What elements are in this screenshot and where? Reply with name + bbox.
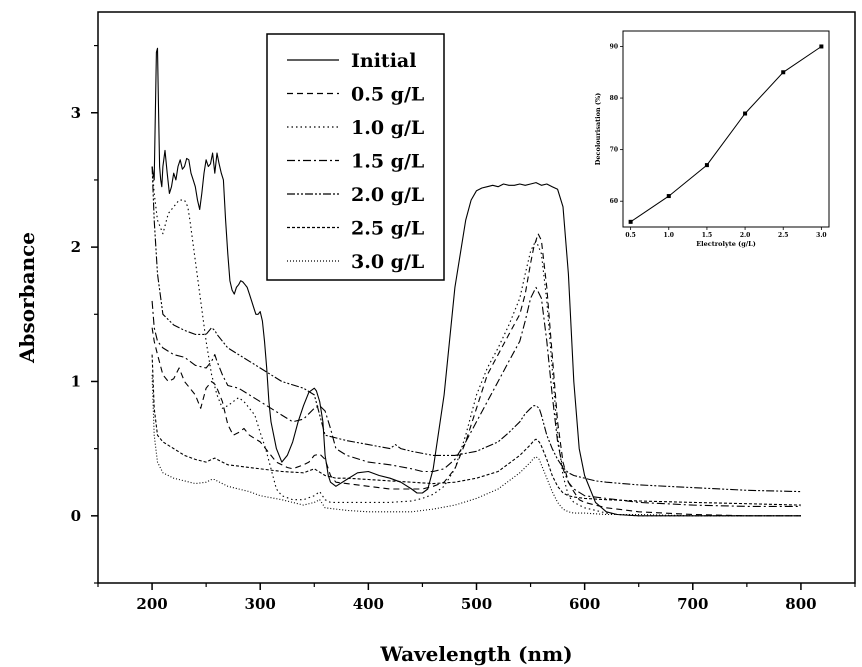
y-tick-label-3: 3 — [71, 104, 81, 122]
y-tick-label-0: 0 — [71, 507, 81, 525]
x-tick-label-500: 500 — [461, 595, 492, 613]
inset-point — [743, 111, 748, 116]
y-tick-label-2: 2 — [71, 238, 81, 256]
inset-x-tick-label: 3.0 — [816, 232, 826, 239]
x-tick-label-200: 200 — [136, 595, 167, 613]
inset-y-tick-label: 60 — [610, 198, 618, 205]
legend-label-2-5-g-l: 2.5 g/L — [351, 218, 424, 240]
series-line-1-5-g-l — [151, 286, 801, 507]
legend-label-1-5-g-l: 1.5 g/L — [351, 151, 424, 173]
y-tick-label-1: 1 — [71, 372, 81, 390]
main-series-lines — [151, 47, 801, 517]
y-axis-title: Absorbance — [15, 232, 39, 364]
inset-x-tick-label: 1.0 — [664, 232, 674, 239]
legend: Initial 0.5 g/L 1.0 g/L 1.5 g/L 2.0 g/L 2.5 g… — [266, 33, 445, 281]
inset-point — [628, 219, 633, 224]
legend-label-1-0-g-l: 1.0 g/L — [351, 117, 424, 139]
legend-label-2-0-g-l: 2.0 g/L — [351, 184, 424, 206]
inset-point — [666, 194, 671, 199]
inset-plot-frame — [622, 30, 830, 228]
inset-y-axis-title: Decolourisation (%) — [594, 93, 602, 165]
inset-axis-ticks: 0.5 1.0 1.5 2.0 2.5 3.0 60 70 80 90 — [610, 43, 827, 239]
legend-label-initial: Initial — [351, 50, 416, 72]
inset-series-line — [630, 46, 822, 223]
x-tick-label-600: 600 — [569, 595, 600, 613]
inset-x-tick-label: 1.5 — [702, 232, 712, 239]
inset-series — [628, 44, 824, 224]
inset-y-tick-label: 70 — [610, 147, 618, 154]
x-tick-label-400: 400 — [353, 595, 384, 613]
inset-point — [819, 44, 824, 49]
x-tick-label-800: 800 — [785, 595, 816, 613]
series-line-2-5-g-l — [151, 354, 801, 506]
x-axis-title: Wavelength (nm) — [379, 642, 572, 666]
series-line-3-0-g-l — [151, 374, 801, 517]
x-tick-label-300: 300 — [245, 595, 276, 613]
series-line-initial — [151, 47, 801, 517]
inset-x-axis-title: Electrolyte (g/L) — [696, 240, 756, 248]
x-tick-label-700: 700 — [677, 595, 708, 613]
legend-label-0-5-g-l: 0.5 g/L — [351, 84, 424, 106]
inset-y-tick-label: 80 — [610, 95, 618, 102]
legend-label-3-0-g-l: 3.0 g/L — [351, 251, 424, 273]
main-plot: 200 300 400 500 600 700 800 0 1 2 3 Wavelength (nm… — [15, 11, 856, 666]
inset-plot: 0.5 1.0 1.5 2.0 2.5 3.0 60 70 80 90 Electrolyte (… — [594, 30, 830, 248]
inset-point — [781, 70, 786, 75]
inset-x-tick-label: 2.5 — [778, 232, 788, 239]
inset-x-tick-label: 2.0 — [740, 232, 750, 239]
legend-box — [266, 33, 445, 281]
inset-y-tick-label: 90 — [610, 43, 618, 50]
inset-x-tick-label: 0.5 — [625, 232, 635, 239]
inset-point — [704, 163, 709, 168]
series-line-2-0-g-l — [151, 166, 801, 493]
main-axis-ticks: 200 300 400 500 600 700 800 0 1 2 3 — [71, 44, 856, 613]
series-line-0-5-g-l — [151, 233, 801, 517]
